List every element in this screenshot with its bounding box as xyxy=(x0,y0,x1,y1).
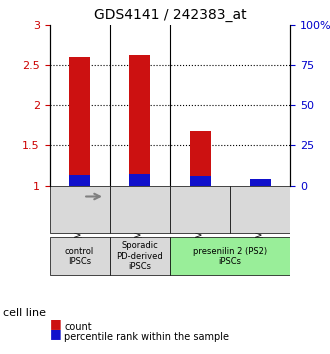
Text: percentile rank within the sample: percentile rank within the sample xyxy=(64,332,229,342)
Bar xyxy=(250,179,271,185)
Bar xyxy=(69,175,90,185)
FancyBboxPatch shape xyxy=(110,185,170,233)
Text: ■: ■ xyxy=(50,327,61,340)
Bar xyxy=(129,173,150,185)
FancyBboxPatch shape xyxy=(50,237,110,275)
FancyBboxPatch shape xyxy=(170,185,230,233)
FancyBboxPatch shape xyxy=(110,237,170,275)
Text: control
IPSCs: control IPSCs xyxy=(65,246,94,266)
FancyBboxPatch shape xyxy=(170,237,290,275)
FancyBboxPatch shape xyxy=(50,185,110,233)
Text: presenilin 2 (PS2)
iPSCs: presenilin 2 (PS2) iPSCs xyxy=(193,246,267,266)
Text: Sporadic
PD-derived
iPSCs: Sporadic PD-derived iPSCs xyxy=(116,241,163,271)
Text: cell line: cell line xyxy=(3,308,46,318)
Bar xyxy=(250,182,271,185)
Bar xyxy=(69,57,90,185)
Bar xyxy=(129,55,150,185)
FancyBboxPatch shape xyxy=(230,185,290,233)
Bar xyxy=(189,176,211,185)
Bar xyxy=(189,131,211,185)
Text: ■: ■ xyxy=(50,318,61,330)
Text: count: count xyxy=(64,322,92,332)
Title: GDS4141 / 242383_at: GDS4141 / 242383_at xyxy=(94,8,246,22)
